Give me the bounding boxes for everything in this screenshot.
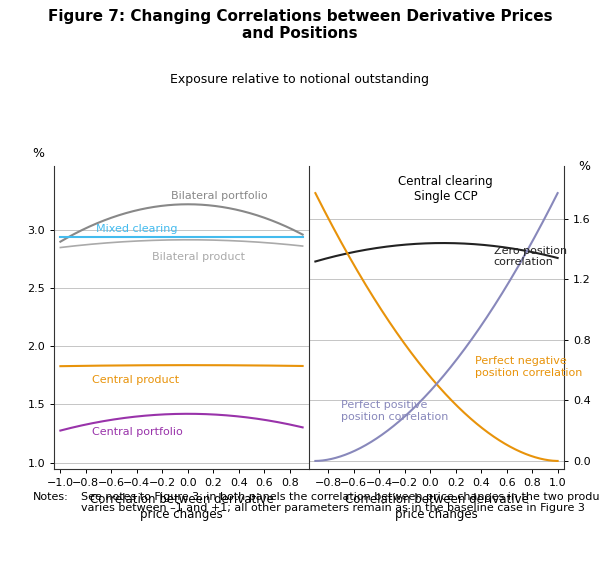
Text: Central clearing
Single CCP: Central clearing Single CCP [398, 175, 493, 203]
Y-axis label: %: % [578, 160, 590, 173]
X-axis label: Correlation between derivative
price changes: Correlation between derivative price cha… [89, 493, 274, 521]
Text: Central portfolio: Central portfolio [92, 427, 183, 438]
Text: Bilateral portfolio: Bilateral portfolio [172, 191, 268, 201]
Text: Perfect negative
position correlation: Perfect negative position correlation [475, 356, 582, 378]
Text: Exposure relative to notional outstanding: Exposure relative to notional outstandin… [170, 73, 430, 86]
Text: Perfect positive
position correlation: Perfect positive position correlation [341, 400, 448, 422]
Y-axis label: %: % [33, 147, 45, 160]
Text: Central product: Central product [92, 375, 179, 385]
Text: Notes:: Notes: [33, 492, 69, 502]
Text: See notes to Figure 3; in both panels the correlation between price changes in t: See notes to Figure 3; in both panels th… [81, 492, 600, 513]
Text: Figure 7: Changing Correlations between Derivative Prices
and Positions: Figure 7: Changing Correlations between … [47, 9, 553, 41]
Text: Zero position
correlation: Zero position correlation [494, 246, 567, 268]
Text: Bilateral product: Bilateral product [152, 252, 245, 262]
X-axis label: Correlation between derivative
price changes: Correlation between derivative price cha… [344, 493, 529, 521]
Text: Mixed clearing: Mixed clearing [96, 223, 178, 234]
